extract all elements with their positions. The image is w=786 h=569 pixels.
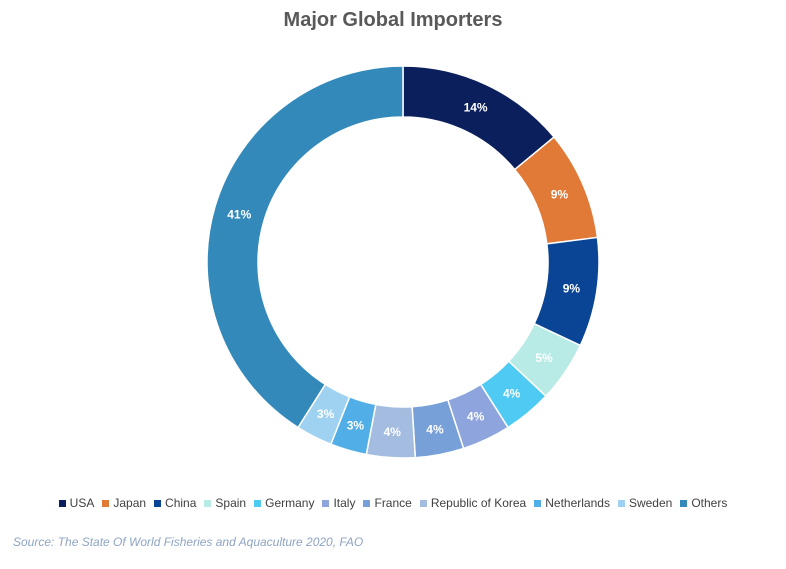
- legend-swatch: [254, 499, 262, 507]
- data-label-republic-of-korea: 4%: [384, 425, 402, 439]
- legend-swatch: [534, 499, 542, 507]
- legend-label: Netherlands: [545, 496, 610, 510]
- legend-item-sweden: Sweden: [617, 496, 673, 510]
- legend-item-japan: Japan: [102, 496, 146, 510]
- legend-swatch: [204, 499, 212, 507]
- legend-item-netherlands: Netherlands: [534, 496, 610, 510]
- legend-label: Others: [691, 496, 728, 510]
- data-label-usa: 14%: [464, 101, 488, 115]
- data-label-germany: 4%: [503, 386, 521, 400]
- legend-swatch: [680, 499, 688, 507]
- legend-label: Sweden: [628, 496, 673, 510]
- legend-item-republic-of-korea: Republic of Korea: [419, 496, 527, 510]
- legend-swatch: [322, 499, 330, 507]
- slice-usa: [402, 65, 556, 171]
- legend-label: Japan: [113, 496, 147, 510]
- legend-item-italy: Italy: [322, 496, 355, 510]
- legend-item-china: China: [154, 496, 196, 510]
- data-label-others: 41%: [227, 207, 251, 221]
- legend: USA Japan China Spain Germany Italy France Repu…: [0, 496, 786, 510]
- data-label-sweden: 3%: [317, 407, 335, 421]
- legend-swatch: [617, 499, 625, 507]
- data-label-japan: 9%: [551, 187, 569, 201]
- legend-swatch: [58, 499, 66, 507]
- slice-others: [206, 65, 404, 429]
- legend-item-france: France: [363, 496, 412, 510]
- legend-swatch: [363, 499, 371, 507]
- legend-label: Germany: [265, 496, 315, 510]
- legend-label: Republic of Korea: [430, 496, 527, 510]
- legend-label: Spain: [215, 496, 247, 510]
- legend-label: USA: [69, 496, 95, 510]
- data-label-italy: 4%: [467, 409, 485, 423]
- legend-item-others: Others: [680, 496, 727, 510]
- legend-swatch: [102, 499, 110, 507]
- legend-item-spain: Spain: [204, 496, 246, 510]
- data-label-layer: 14% 9% 9% 5% 4% 4% 4% 4% 3% 3% 41%: [227, 101, 580, 439]
- data-label-spain: 5%: [535, 351, 553, 365]
- slice-layer: [206, 65, 600, 459]
- data-label-netherlands: 3%: [347, 419, 365, 433]
- legend-label: China: [165, 496, 197, 510]
- data-label-france: 4%: [426, 422, 444, 436]
- legend-item-germany: Germany: [254, 496, 314, 510]
- data-label-china: 9%: [563, 282, 581, 296]
- legend-swatch: [419, 499, 427, 507]
- legend-label: France: [374, 496, 412, 510]
- legend-swatch: [154, 499, 162, 507]
- legend-item-usa: USA: [58, 496, 95, 510]
- chart-title: Major Global Importers: [283, 9, 503, 31]
- source-note: Source: The State Of World Fisheries and…: [13, 535, 364, 549]
- legend-label: Italy: [333, 496, 356, 510]
